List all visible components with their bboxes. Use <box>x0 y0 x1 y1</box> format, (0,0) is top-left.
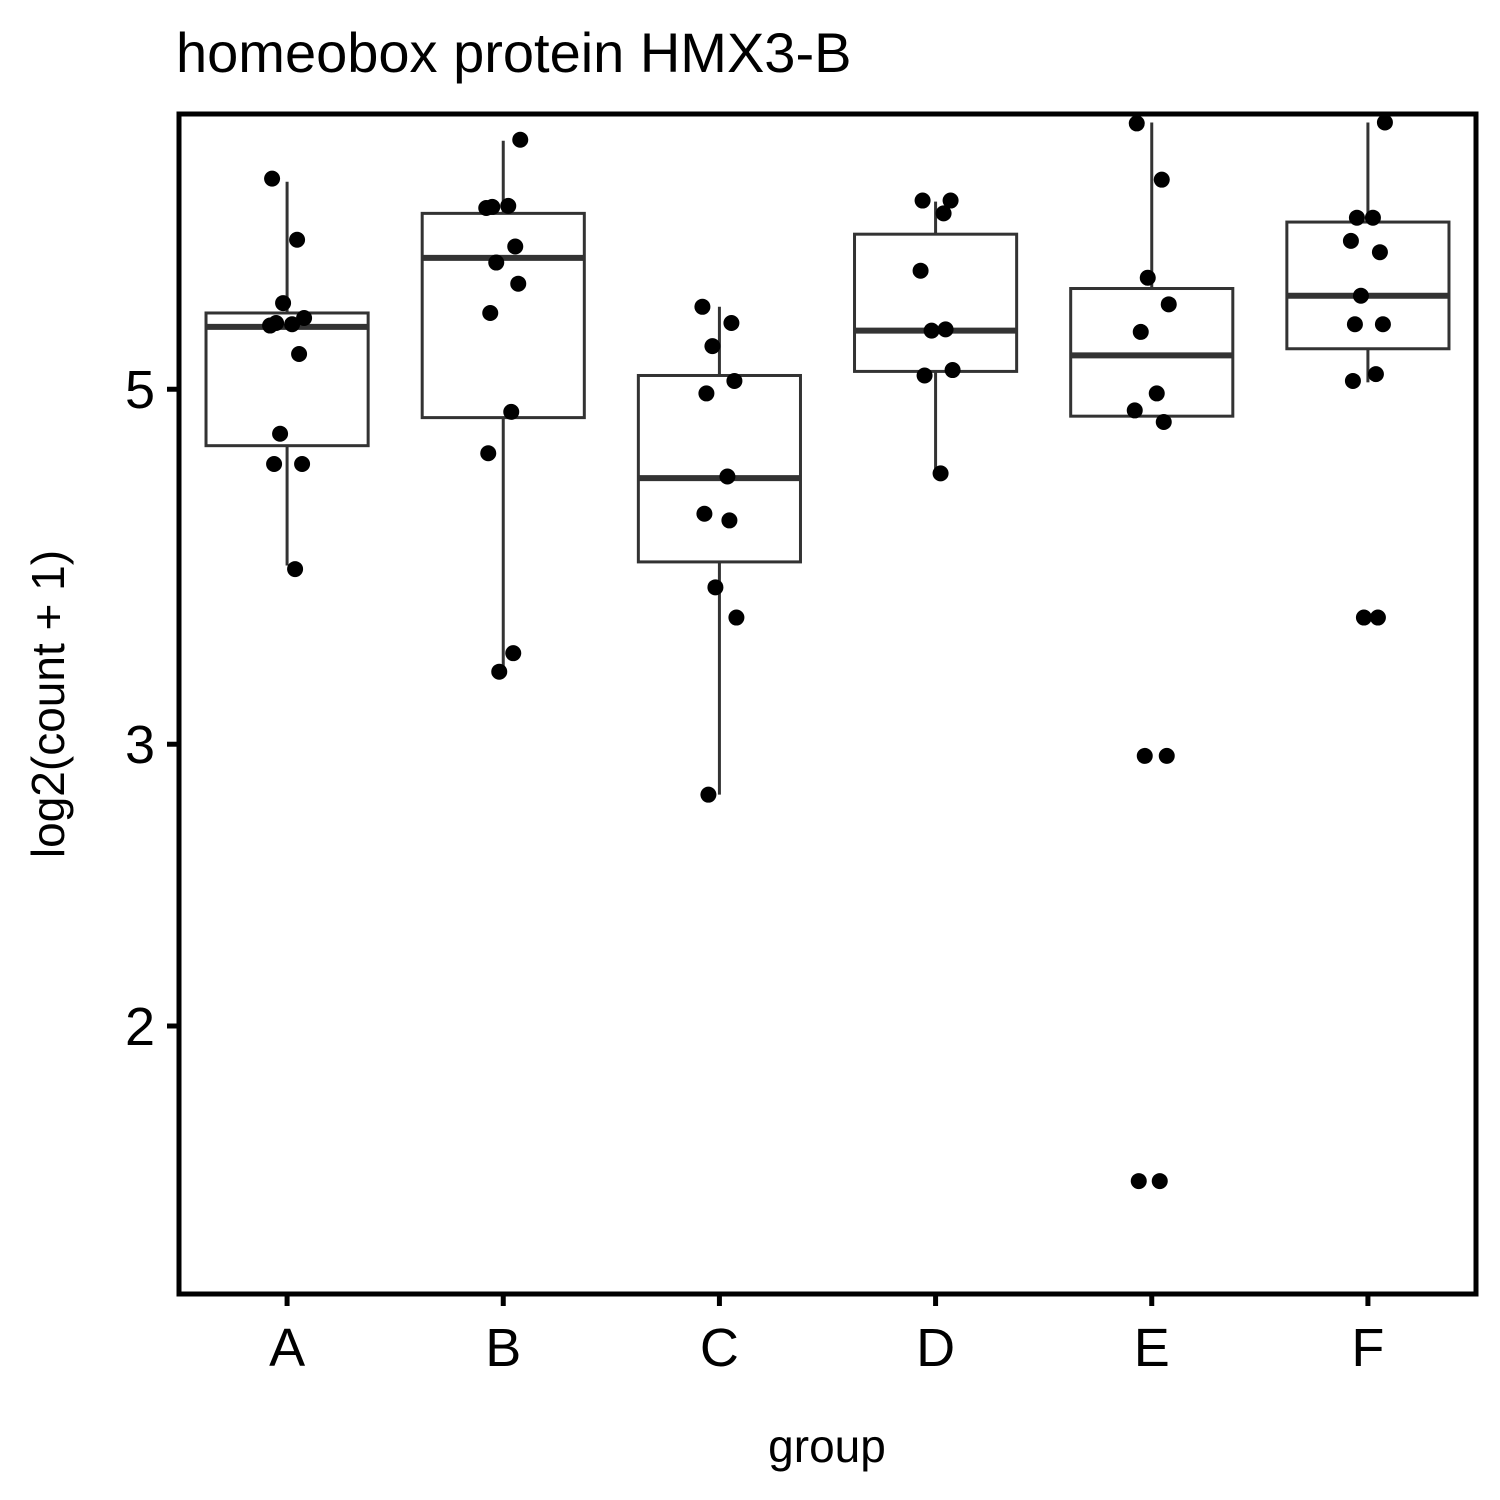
data-point <box>1153 171 1170 188</box>
data-point <box>1344 372 1361 389</box>
y-tick-label: 3 <box>125 715 155 775</box>
data-point <box>728 609 745 626</box>
boxes <box>204 122 1451 795</box>
data-point <box>937 321 954 338</box>
data-point <box>1352 287 1369 304</box>
data-point <box>1158 747 1175 764</box>
data-point <box>1155 413 1172 430</box>
data-point <box>923 322 940 339</box>
data-point <box>1369 609 1386 626</box>
iqr-box <box>204 311 370 448</box>
data-point <box>723 315 740 332</box>
x-tick-label: B <box>485 1318 521 1378</box>
y-tick-label: 2 <box>125 997 155 1057</box>
data-point <box>294 456 311 473</box>
data-point <box>505 645 522 662</box>
data-point <box>1346 316 1363 333</box>
axis-ticks: 2 3 5 A B C D E F <box>125 360 1384 1378</box>
data-point <box>275 295 292 312</box>
plot-panel-border <box>176 111 1479 1297</box>
x-tick-label: C <box>700 1318 739 1378</box>
data-point <box>1376 114 1393 131</box>
data-point <box>914 192 931 209</box>
data-point <box>1126 402 1143 419</box>
data-point <box>266 456 283 473</box>
data-point <box>1355 609 1372 626</box>
data-point <box>503 403 520 420</box>
data-point <box>1367 366 1384 383</box>
data-point <box>719 468 736 485</box>
iqr-box <box>1285 220 1451 351</box>
data-point <box>696 505 713 522</box>
data-point <box>698 385 715 402</box>
data-point <box>507 238 524 255</box>
data-point <box>291 346 308 363</box>
data-point <box>700 786 717 803</box>
x-axis-title: group <box>768 1420 886 1472</box>
data-point <box>912 262 929 279</box>
data-point <box>287 561 304 578</box>
data-point <box>1348 209 1365 226</box>
y-axis-title: log2(count + 1) <box>22 550 74 858</box>
data-point <box>726 372 743 389</box>
box-group-f <box>1285 122 1451 383</box>
data-point <box>264 170 281 187</box>
data-point <box>272 425 289 442</box>
data-point <box>482 304 499 321</box>
iqr-box <box>1069 287 1235 418</box>
data-points <box>262 114 1393 1190</box>
data-point <box>1151 1173 1168 1190</box>
data-point <box>512 131 529 148</box>
data-point <box>488 254 505 271</box>
data-point <box>289 231 306 248</box>
data-point <box>284 316 301 333</box>
iqr-box <box>420 211 586 420</box>
data-point <box>510 275 527 292</box>
data-point <box>491 663 508 680</box>
box-group-d <box>853 201 1019 469</box>
data-point <box>1160 296 1177 313</box>
box-group-c <box>636 306 802 795</box>
data-point <box>1374 316 1391 333</box>
data-point <box>1136 747 1153 764</box>
data-point <box>935 205 952 222</box>
data-point <box>944 362 961 379</box>
box-group-e <box>1069 122 1235 418</box>
box-group-b <box>420 140 586 670</box>
data-point <box>500 197 517 214</box>
data-point <box>1364 209 1381 226</box>
y-tick-label: 5 <box>125 360 155 420</box>
data-point <box>932 465 949 482</box>
data-point <box>1130 1173 1147 1190</box>
iqr-box <box>636 373 802 564</box>
data-point <box>478 199 495 216</box>
data-point <box>942 192 959 209</box>
data-point <box>1148 385 1165 402</box>
data-point <box>1132 323 1149 340</box>
box-group-a <box>204 181 370 566</box>
x-tick-label: E <box>1134 1318 1170 1378</box>
x-tick-label: A <box>269 1318 305 1378</box>
data-point <box>1342 232 1359 249</box>
data-point <box>296 309 313 326</box>
data-point <box>721 512 738 529</box>
data-point <box>1371 244 1388 261</box>
data-point <box>262 317 279 334</box>
iqr-box <box>853 232 1019 373</box>
data-point <box>694 298 711 315</box>
data-point <box>1139 269 1156 286</box>
chart-title: homeobox protein HMX3-B <box>176 21 851 84</box>
data-point <box>704 338 721 355</box>
data-point <box>916 367 933 384</box>
x-tick-label: F <box>1351 1318 1384 1378</box>
data-point <box>480 445 497 462</box>
x-tick-label: D <box>916 1318 955 1378</box>
data-point <box>1128 115 1145 132</box>
data-point <box>707 579 724 596</box>
